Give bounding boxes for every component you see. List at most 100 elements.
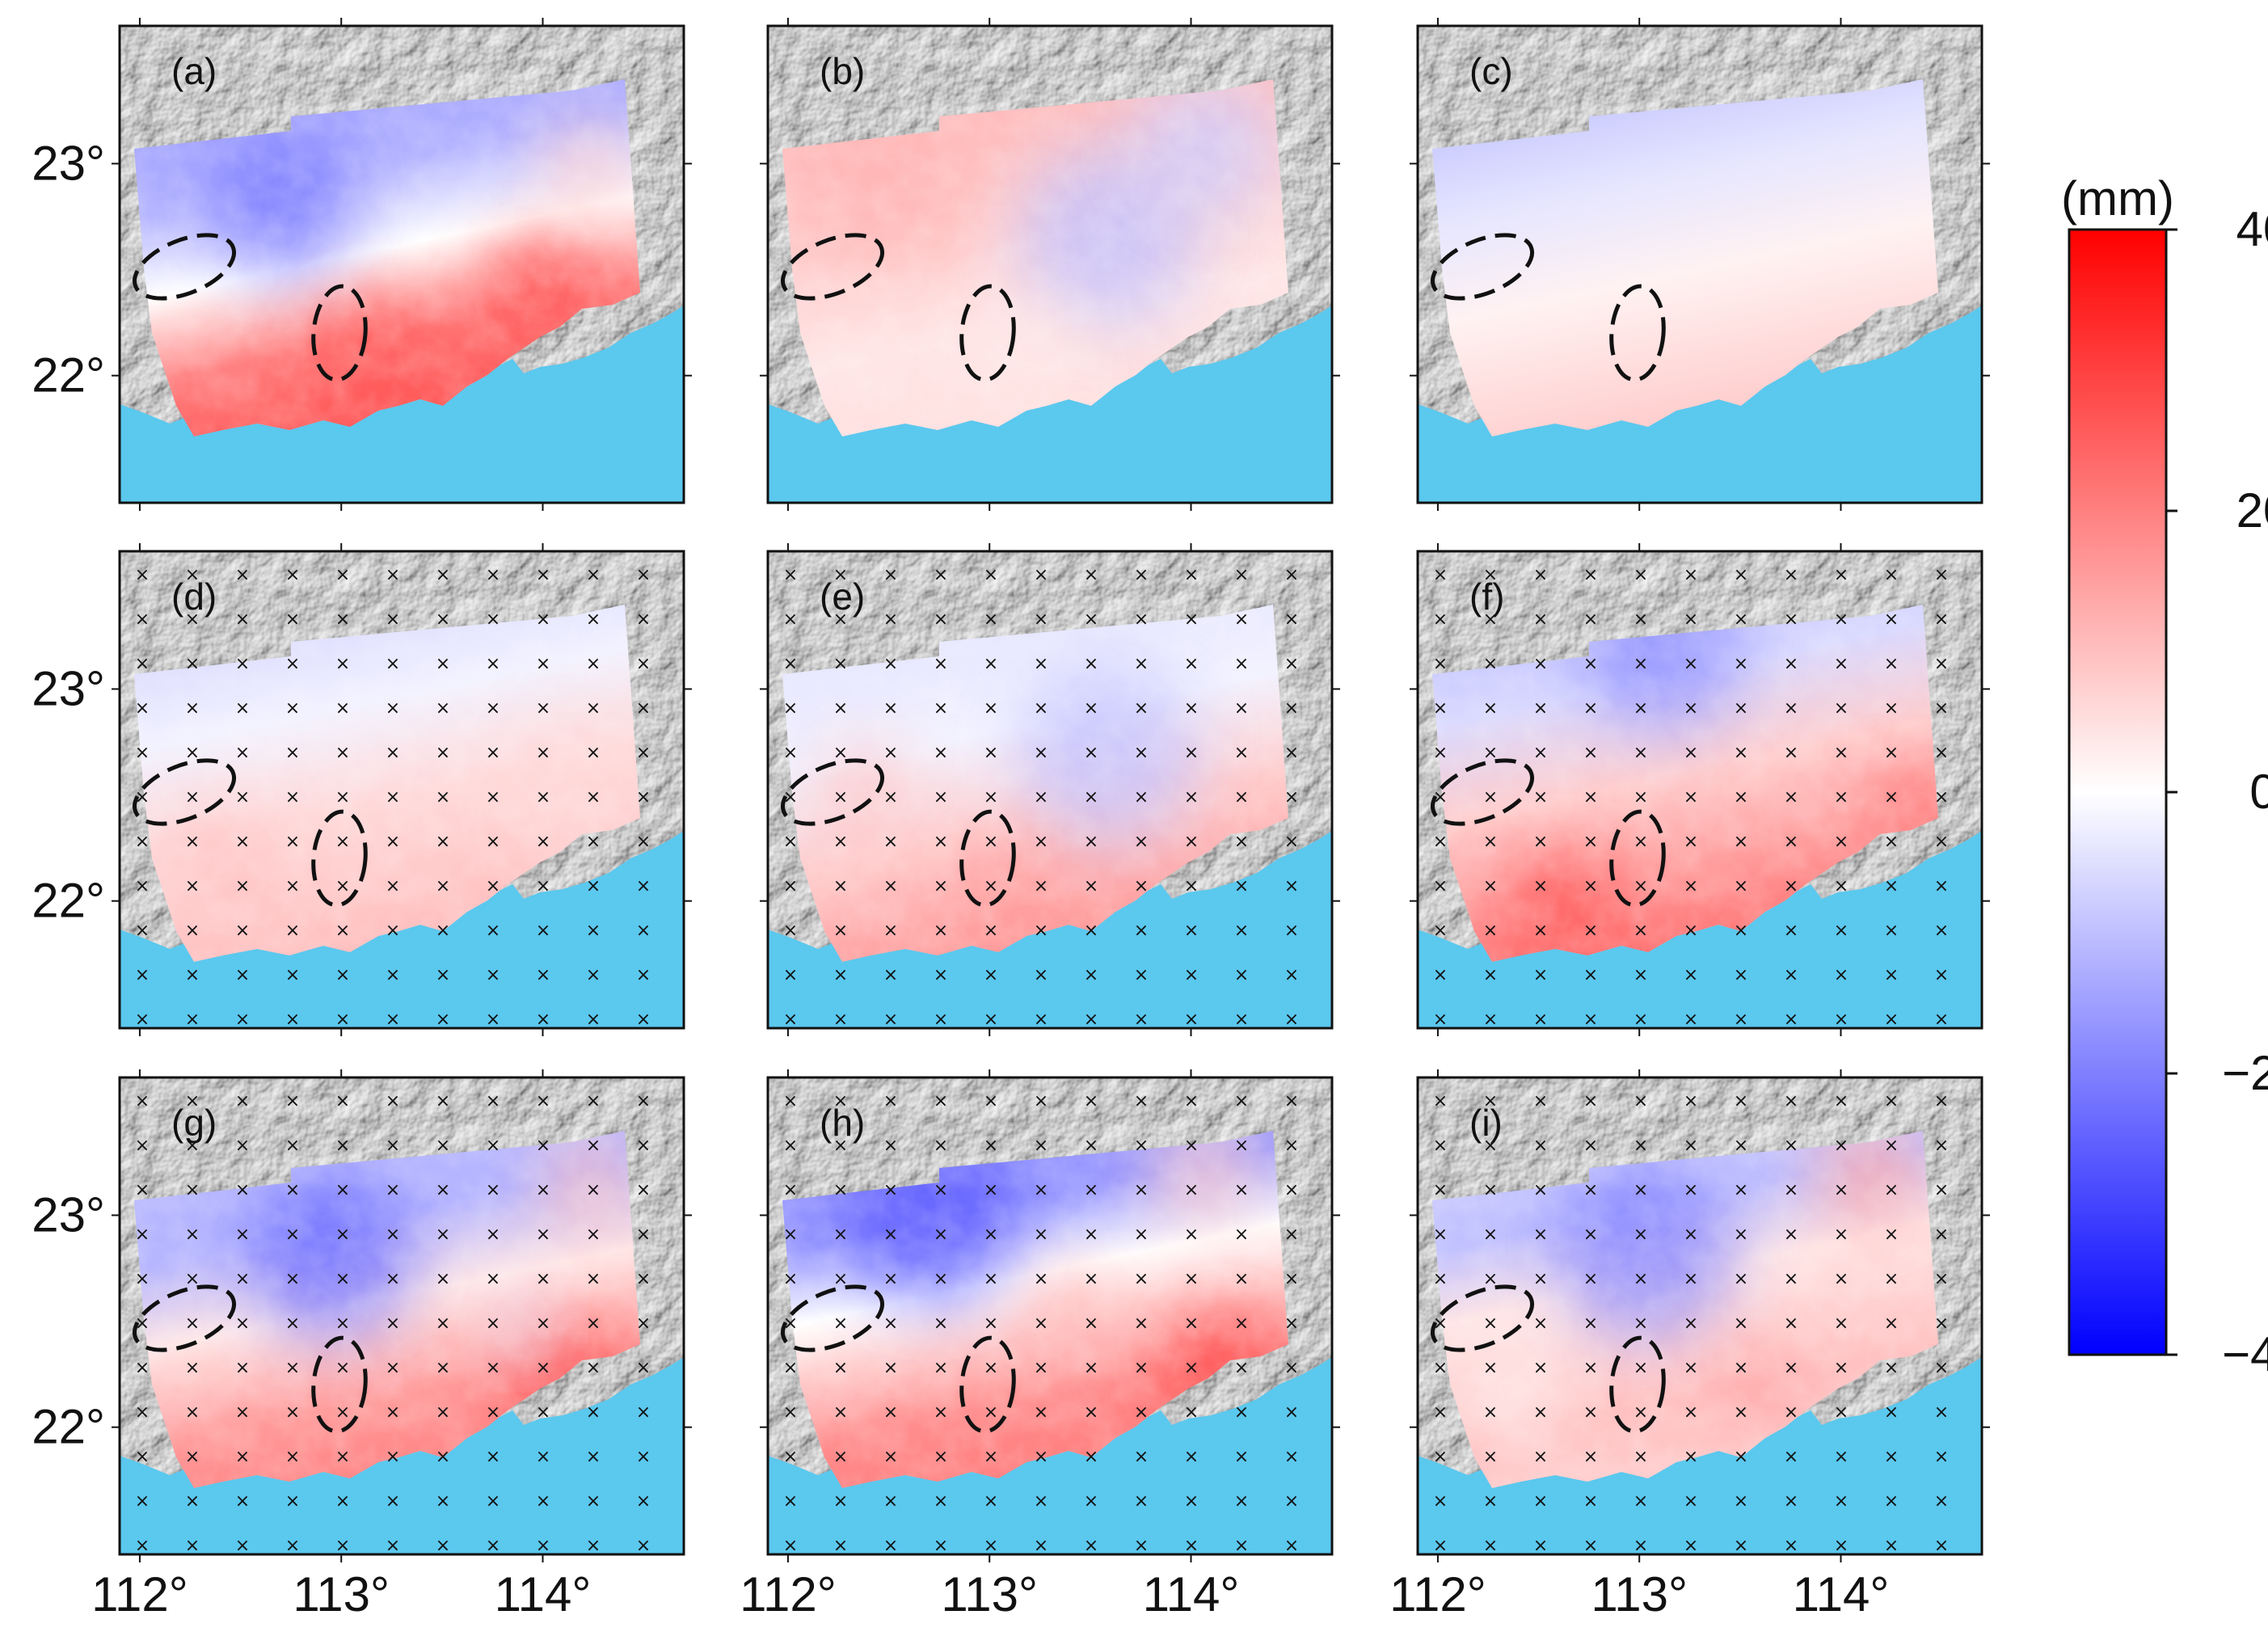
grid-marker: × — [135, 609, 150, 630]
grid-marker: × — [883, 787, 898, 807]
grid-marker: × — [1533, 1010, 1548, 1030]
lat-tick-label: 22° — [32, 874, 105, 928]
grid-marker: × — [1084, 1136, 1098, 1156]
highlight-ellipse-2 — [959, 809, 1016, 908]
highlight-ellipse-1 — [1430, 758, 1535, 826]
grid-marker: × — [1784, 1225, 1798, 1245]
grid-marker: × — [1184, 1491, 1199, 1512]
grid-marker: × — [1884, 1136, 1899, 1156]
grid-marker: × — [984, 1091, 998, 1111]
grid-marker: × — [135, 787, 150, 807]
grid-marker: × — [1784, 1491, 1798, 1512]
grid-marker: × — [783, 1536, 798, 1556]
grid-marker: × — [536, 1180, 550, 1200]
grid-marker: × — [285, 1491, 300, 1512]
grid-marker: × — [235, 1491, 250, 1512]
grid-marker: × — [636, 1447, 651, 1467]
grid-marker: × — [536, 1536, 550, 1556]
colorbar-tick-label: −40 — [2222, 1327, 2268, 1381]
grid-marker: × — [833, 1536, 848, 1556]
grid-marker: × — [1234, 743, 1249, 763]
panel-label: (g) — [171, 1102, 217, 1144]
grid-marker: × — [135, 743, 150, 763]
grid-marker: × — [436, 787, 450, 807]
grid-marker: × — [386, 1091, 400, 1111]
grid-marker: × — [1734, 921, 1748, 941]
grid-marker: × — [135, 1358, 150, 1378]
grid-marker: × — [285, 1010, 300, 1030]
grid-marker: × — [1734, 1180, 1748, 1200]
grid-marker: × — [984, 921, 998, 941]
grid-marker: × — [536, 654, 550, 674]
grid-marker: × — [386, 921, 400, 941]
lat-tick-label: 23° — [32, 661, 105, 715]
panel-frame — [766, 1076, 1334, 1556]
grid-marker: × — [883, 1091, 898, 1111]
grid-marker: × — [1684, 1358, 1698, 1378]
grid-marker: × — [1684, 743, 1698, 763]
grid-marker: × — [135, 1010, 150, 1030]
grid-marker: × — [1134, 1010, 1149, 1030]
map-panels: (a) (b) (c)× × × × × × × × × × ×× × × × × × × × × × ×× × × × × × × × ×… — [112, 18, 1990, 1562]
grid-marker: × — [833, 876, 848, 896]
grid-marker: × — [386, 1313, 400, 1334]
grid-marker: × — [1634, 1536, 1648, 1556]
lon-tick-label: 114° — [1143, 1567, 1240, 1621]
grid-marker: × — [1433, 1010, 1448, 1030]
grid-marker: × — [1533, 1136, 1548, 1156]
grid-marker: × — [1533, 1536, 1548, 1556]
grid-marker: × — [1834, 832, 1849, 852]
grid-marker: × — [1583, 1010, 1598, 1030]
grid-marker: × — [1834, 1358, 1849, 1378]
grid-marker: × — [1483, 965, 1498, 985]
grid-marker: × — [1284, 1091, 1299, 1111]
grid-marker: × — [1834, 787, 1849, 807]
grid-marker: × — [436, 654, 450, 674]
grid-marker: × — [1634, 1269, 1648, 1289]
grid-marker: × — [1533, 1358, 1548, 1378]
grid-marker: × — [1084, 787, 1098, 807]
grid-marker: × — [783, 1091, 798, 1111]
grid-marker: × — [1884, 921, 1899, 941]
grid-marker: × — [1583, 1447, 1598, 1467]
grid-marker: × — [1184, 1225, 1199, 1245]
grid-marker: × — [1034, 1225, 1048, 1245]
grid-marker: × — [1634, 565, 1648, 585]
grid-marker: × — [536, 787, 550, 807]
grid-marker: × — [934, 1447, 948, 1467]
grid-marker: × — [1184, 609, 1199, 630]
grid-marker: × — [1034, 1447, 1048, 1467]
grid-marker: × — [1934, 1180, 1949, 1200]
grid-marker: × — [1533, 965, 1548, 985]
grid-marker: × — [1433, 743, 1448, 763]
grid-marker: × — [1483, 832, 1498, 852]
grid-marker: × — [1784, 787, 1798, 807]
grid-marker: × — [1884, 743, 1899, 763]
grid-marker: × — [1034, 1536, 1048, 1556]
grid-marker: × — [883, 1269, 898, 1289]
grid-marker: × — [1284, 876, 1299, 896]
grid-marker: × — [984, 1491, 998, 1512]
grid-marker: × — [1034, 654, 1048, 674]
grid-marker: × — [185, 1491, 200, 1512]
colorbar-tick-label: −20 — [2222, 1046, 2268, 1100]
grid-marker: × — [285, 743, 300, 763]
grid-marker: × — [833, 609, 848, 630]
grid-marker: × — [185, 876, 200, 896]
grid-marker: × — [1084, 1402, 1098, 1423]
grid-marker: × — [1433, 1180, 1448, 1200]
grid-marker: × — [486, 1313, 500, 1334]
map-axes: 23° 22° 23° 22° 23° 22° 112° 113° 114° 112° 113° 11… — [32, 136, 1889, 1621]
grid-marker: × — [1884, 787, 1899, 807]
grid-marker: × — [1734, 1091, 1748, 1111]
grid-marker: × — [386, 1402, 400, 1423]
grid-marker: × — [1483, 1091, 1498, 1111]
grid-marker: × — [1433, 1225, 1448, 1245]
grid-marker: × — [883, 609, 898, 630]
grid-marker: × — [1583, 654, 1598, 674]
sea-area — [120, 831, 684, 1028]
grid-marker: × — [235, 787, 250, 807]
grid-marker: × — [1234, 1536, 1249, 1556]
grid-marker: × — [1433, 1313, 1448, 1334]
grid-marker: × — [1884, 876, 1899, 896]
